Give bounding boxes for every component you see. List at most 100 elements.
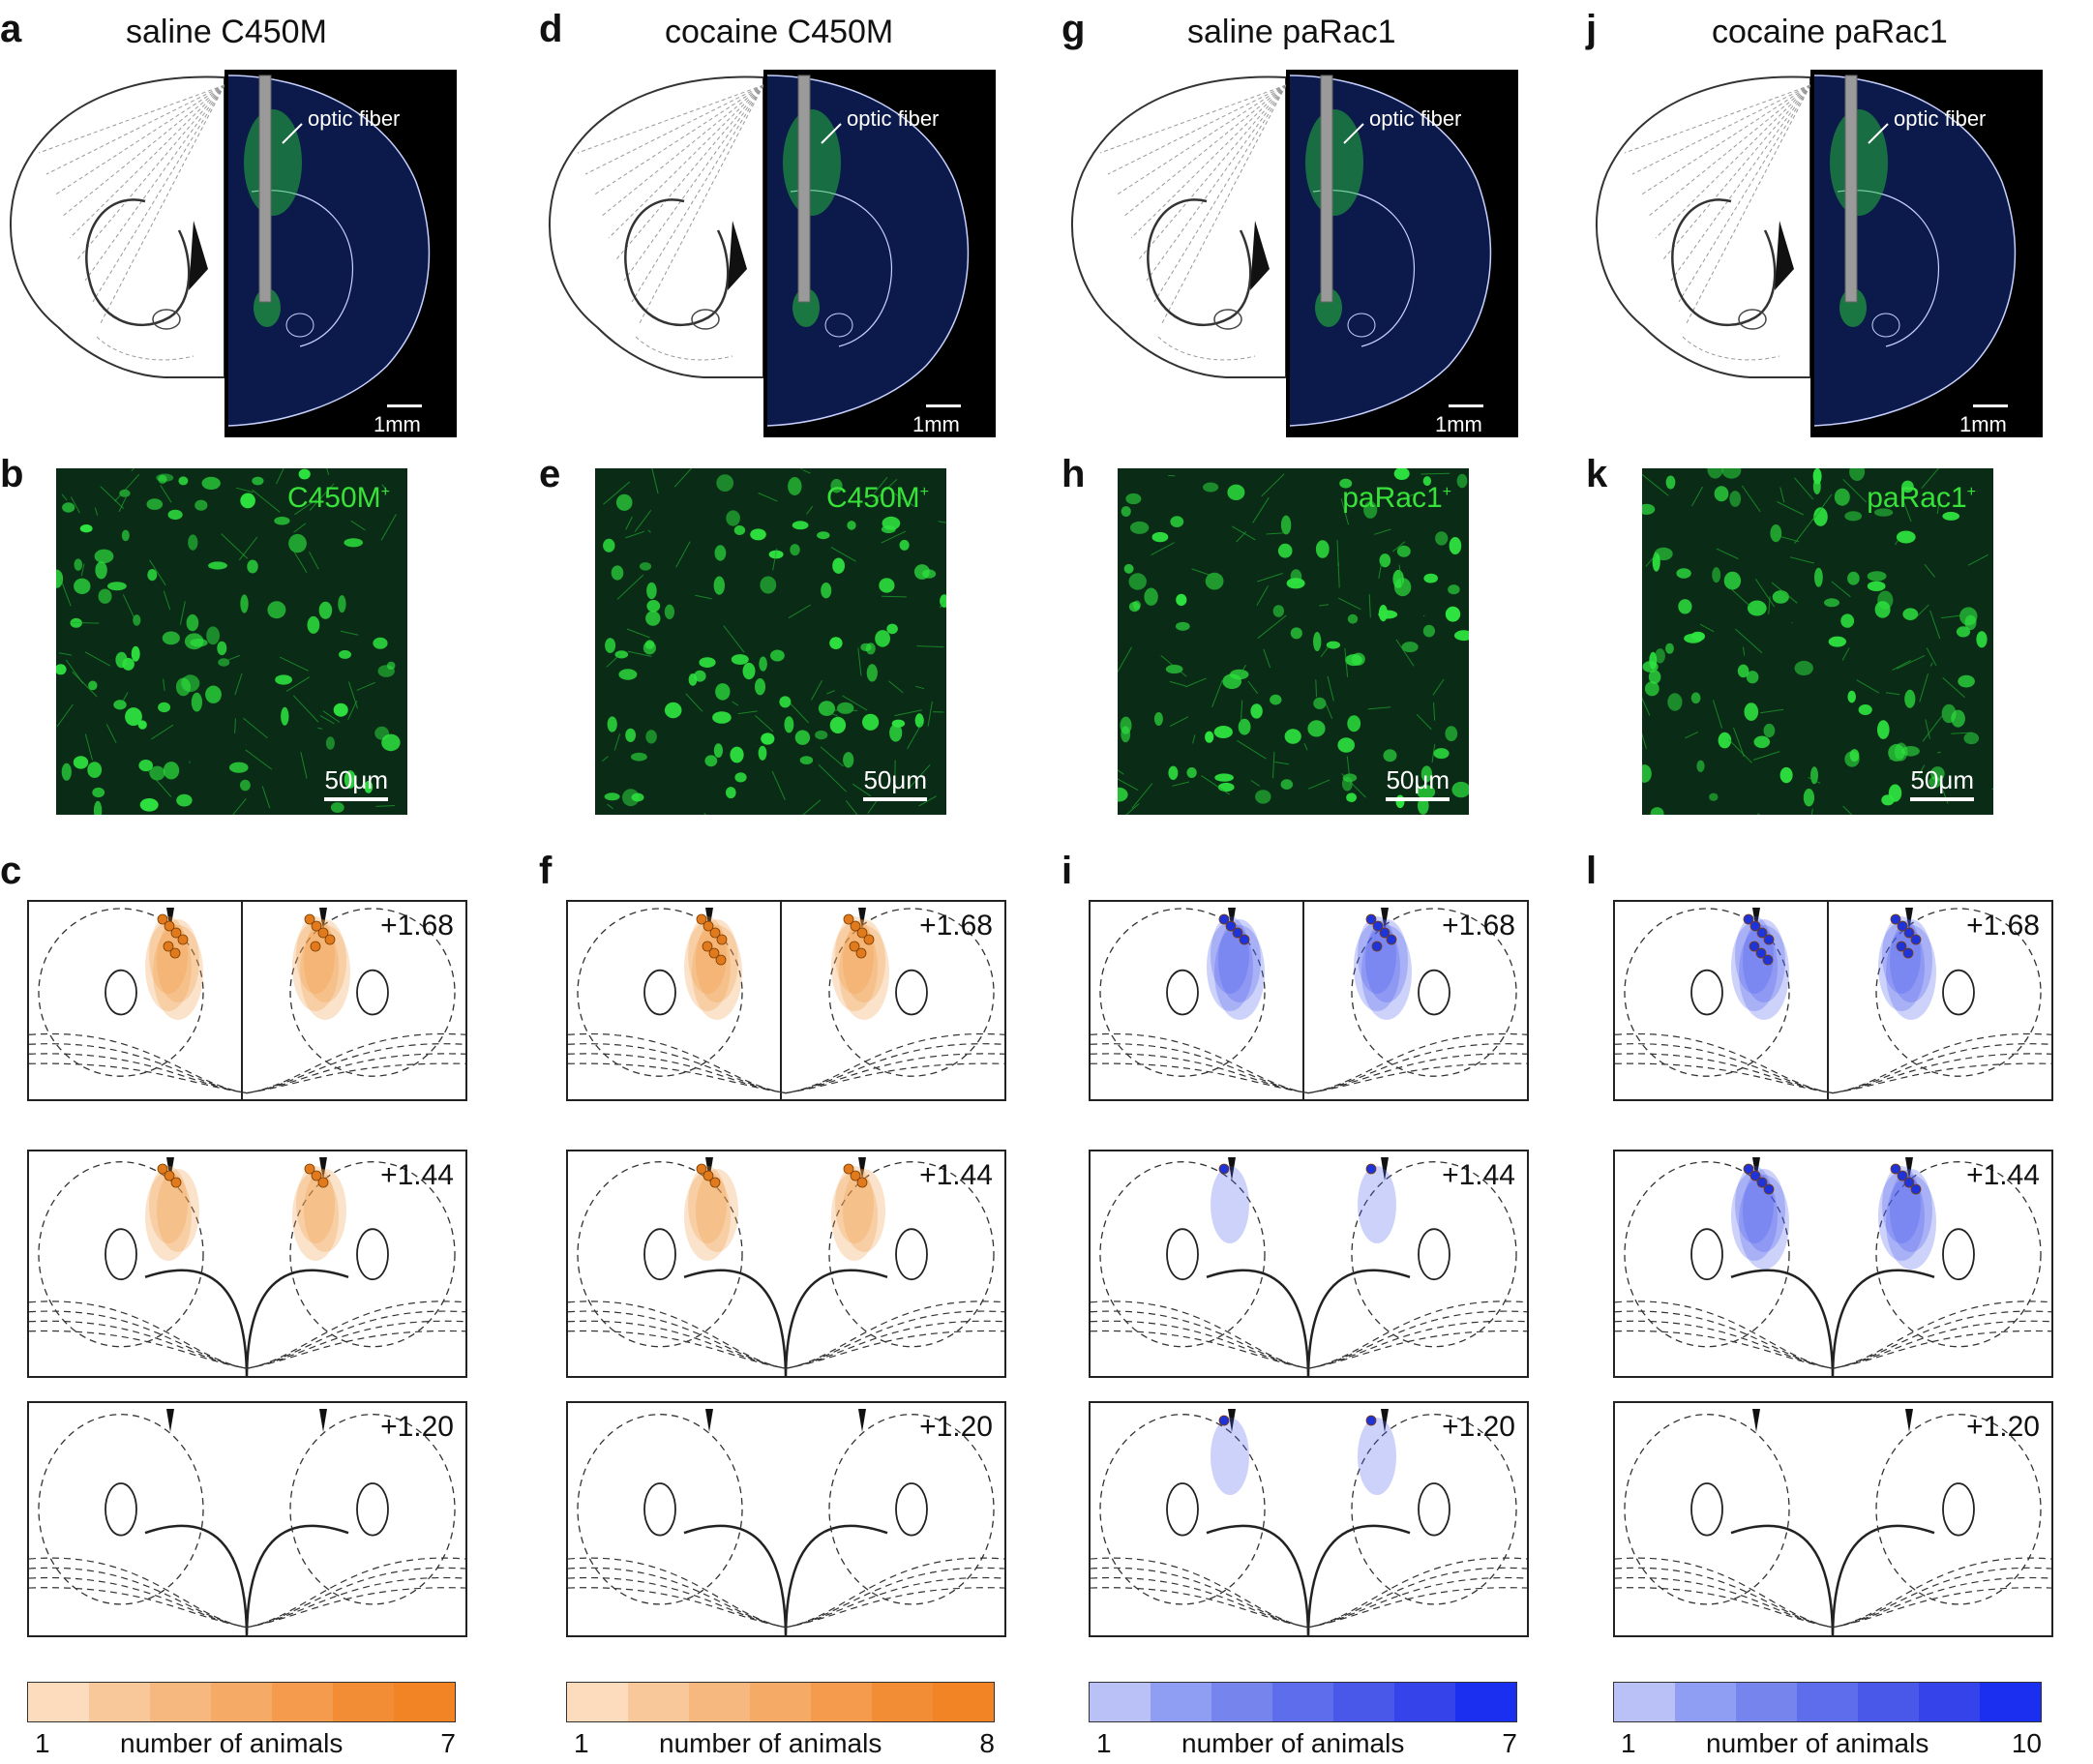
marker-name: paRac1: [1867, 482, 1967, 514]
section-coordinate: +1.68: [1442, 910, 1515, 942]
atlas-section: +1.20: [1613, 1401, 2053, 1637]
colorbar-step: [1455, 1683, 1516, 1721]
colorbar-step: [1614, 1683, 1675, 1721]
marker-name: C450M: [825, 482, 920, 514]
colorbar-step: [1980, 1683, 2041, 1721]
marker-name: paRac1: [1342, 482, 1443, 514]
colorbar-labels: 1 number of animals 7: [1089, 1728, 1517, 1763]
atlas-section: +1.68: [1089, 900, 1529, 1101]
colorbar-min: 1: [574, 1728, 589, 1758]
optic-fiber-label: optic fiber: [1894, 106, 1986, 131]
fiber-placement-marker: [1902, 947, 1914, 959]
colorbar-step: [1151, 1683, 1211, 1721]
micro-scale-label: 50μm: [863, 765, 927, 794]
colorbar-step: [933, 1683, 994, 1721]
scale-bar: [1910, 797, 1974, 801]
fiber-placement-marker: [696, 913, 707, 925]
colorbar: 1 number of animals 10: [1613, 1682, 2042, 1763]
fiber-placement-marker: [709, 1177, 721, 1188]
fiber-placement-marker: [696, 1163, 707, 1175]
colorbar-step: [1394, 1683, 1455, 1721]
colorbar-step: [689, 1683, 750, 1721]
atlas-section: +1.44: [27, 1150, 467, 1378]
colorbar-min: 1: [1621, 1728, 1636, 1758]
fiber-placement-marker: [1763, 1183, 1775, 1195]
colorbar-gradient: [1613, 1682, 2042, 1722]
marker-label: paRac1+: [1867, 482, 1976, 515]
fiber-placement-marker: [1386, 934, 1397, 945]
colorbar-step: [628, 1683, 689, 1721]
fiber-placement-marker: [317, 927, 329, 939]
colorbar-step: [272, 1683, 333, 1721]
marker-superscript: +: [919, 484, 929, 500]
fiber-placement-marker: [716, 934, 728, 945]
fiber-placement-marker: [1239, 934, 1250, 945]
colorbar-title: number of animals: [659, 1728, 882, 1758]
microscopy-image: C450M+ 50μm: [50, 449, 407, 822]
atlas-section: +1.44: [1089, 1150, 1529, 1378]
scale-bar: [863, 797, 927, 801]
atlas-section: +1.44: [566, 1150, 1006, 1378]
fiber-placement-marker: [1749, 941, 1760, 952]
figure-column: g h i saline paRac1 optic fiber 1mm paRac1+ 50μ…: [1061, 0, 1585, 1764]
colorbar-step: [394, 1683, 455, 1721]
scale-bar: [1386, 797, 1450, 801]
colorbar-title: number of animals: [120, 1728, 344, 1758]
column-title: saline paRac1: [1187, 14, 1396, 50]
fiber-placement-marker: [169, 947, 181, 959]
fiber-placement-marker: [1232, 927, 1243, 939]
colorbar-step: [567, 1683, 628, 1721]
microscopy-image: paRac1+ 50μm: [1637, 460, 2018, 833]
colorbar: 1 number of animals 8: [566, 1682, 995, 1763]
panel-letter: g: [1061, 8, 1086, 50]
fiber-placement-marker: [843, 913, 854, 925]
colorbar-gradient: [27, 1682, 456, 1722]
fiber-placement-marker: [708, 947, 720, 959]
fiber-placement-marker: [304, 913, 315, 925]
fiber-placement-marker: [849, 941, 860, 952]
colorbar-title: number of animals: [1181, 1728, 1405, 1758]
panel-letter: l: [1586, 850, 1598, 892]
fiber-placement-marker: [856, 927, 868, 939]
fiber-placement-marker: [1890, 1163, 1901, 1175]
figure-column: d e f cocaine C450M optic fiber 1mm C450M+ 50μm…: [539, 0, 1062, 1764]
fiber-placement-marker: [703, 1170, 714, 1181]
colorbar-labels: 1 number of animals 7: [27, 1728, 456, 1763]
colorbar-gradient: [566, 1682, 995, 1722]
section-coordinate: +1.44: [1966, 1159, 2040, 1191]
fiber-placement-marker: [1365, 1415, 1377, 1426]
fiber-placement-marker: [1910, 934, 1922, 945]
fiber-placement-marker: [1763, 934, 1775, 945]
atlas-section: +1.20: [566, 1401, 1006, 1637]
fiber-placement-marker: [304, 1163, 315, 1175]
fiber-placement-marker: [163, 941, 174, 952]
fiber-placement-marker: [850, 920, 861, 932]
fiber-placement-marker: [1365, 913, 1377, 925]
micro-scale-label: 50μm: [1386, 765, 1450, 794]
fiber-placement-marker: [1762, 954, 1774, 966]
colorbar-step: [1675, 1683, 1736, 1721]
colorbar-max: 8: [979, 1728, 995, 1758]
colorbar-step: [872, 1683, 933, 1721]
figure-column: a b c saline C450M optic fiber 1mm C450M+ 50μm +…: [0, 0, 523, 1764]
colorbar-labels: 1 number of animals 8: [566, 1728, 995, 1763]
marker-superscript: +: [1966, 484, 1976, 500]
fiber-placement-marker: [177, 934, 189, 945]
colorbar-step: [150, 1683, 211, 1721]
colorbar-gradient: [1089, 1682, 1517, 1722]
atlas-section: +1.44: [1613, 1150, 2053, 1378]
fiber-placement-marker: [1756, 927, 1768, 939]
colorbar: 1 number of animals 7: [27, 1682, 456, 1763]
panel-letter: e: [539, 453, 561, 495]
section-coordinate: +1.44: [919, 1159, 993, 1191]
fiber-placement-marker: [164, 920, 175, 932]
marker-label: paRac1+: [1342, 482, 1451, 515]
fiber-placement-marker: [1897, 920, 1908, 932]
section-coordinate: +1.44: [1442, 1159, 1515, 1191]
brain-scale-label: 1mm: [374, 412, 421, 436]
marker-superscript: +: [1442, 484, 1451, 500]
fiber-placement-marker: [164, 1170, 175, 1181]
fiber-placement-marker: [1890, 913, 1901, 925]
atlas-section: +1.68: [27, 900, 467, 1101]
section-coordinate: +1.68: [380, 910, 454, 942]
